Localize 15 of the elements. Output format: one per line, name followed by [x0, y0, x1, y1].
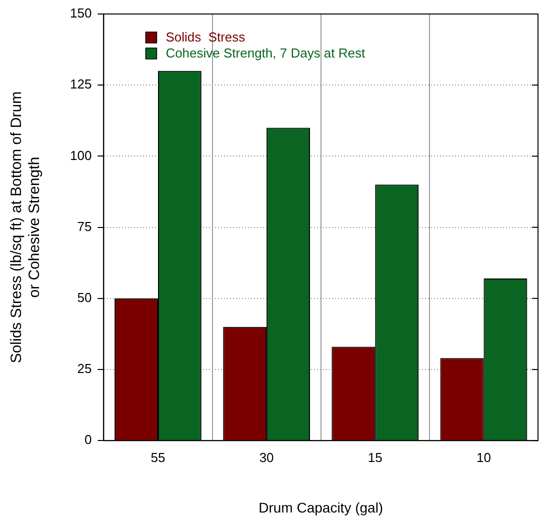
x-tick-label: 30 — [259, 450, 274, 465]
y-tick-label: 25 — [77, 361, 92, 376]
legend-label: Cohesive Strength, 7 Days at Rest — [166, 46, 366, 61]
x-tick-label: 55 — [150, 450, 166, 465]
x-tick-label: 15 — [368, 450, 382, 465]
y-tick-label: 125 — [70, 76, 92, 92]
y-axis-title: Solids Stress (lb/sq ft) at Bottom of Drum or Cohesive Strength — [8, 91, 44, 364]
x-axis-title: Drum Capacity (gal) — [258, 499, 384, 516]
y-tick-label: 150 — [70, 6, 92, 21]
y-tick-label: 0 — [84, 432, 92, 448]
y-tick-label: 100 — [70, 148, 92, 163]
legend-label: Solids Stress — [166, 30, 246, 45]
y-tick-label: 50 — [77, 290, 92, 305]
x-tick-label: 10 — [476, 450, 491, 465]
y-tick-label: 75 — [77, 218, 92, 234]
